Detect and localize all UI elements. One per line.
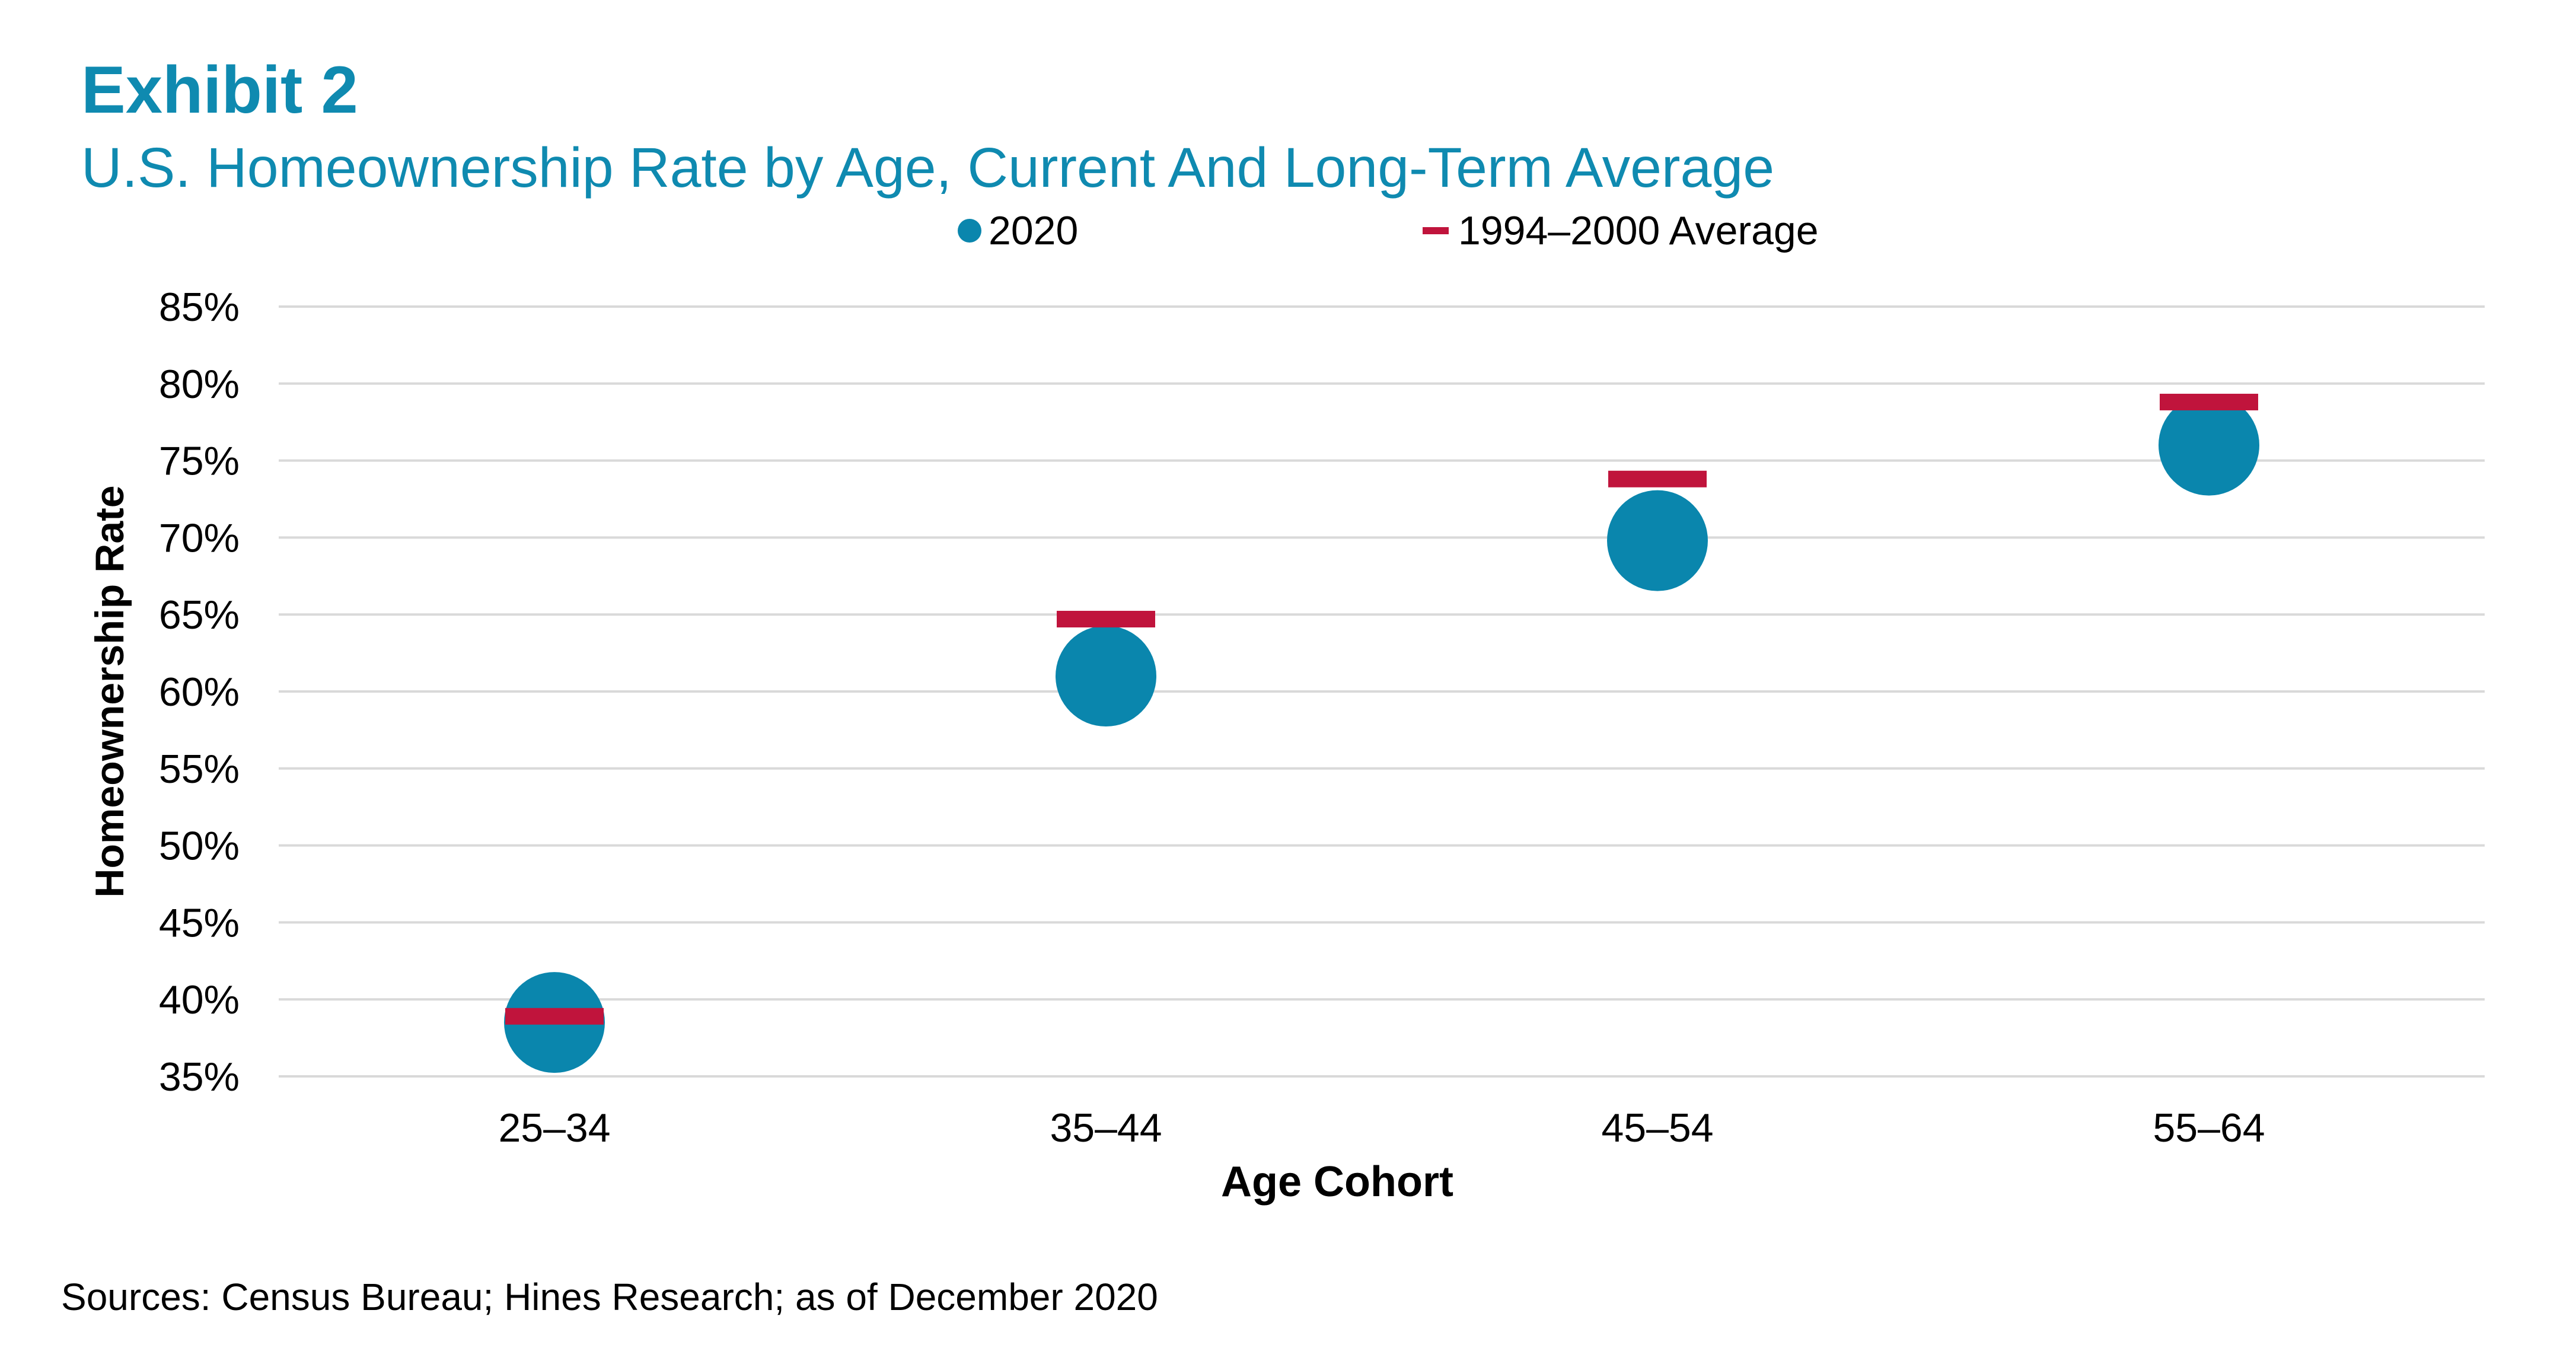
gridlines	[279, 305, 2485, 1078]
point-2020	[2159, 394, 2259, 496]
legend-marker-average	[1423, 227, 1449, 234]
x-axis-title: Age Cohort	[1221, 1158, 1453, 1206]
x-tick-label: 35–44	[1050, 1105, 1162, 1150]
legend-label-average: 1994–2000 Average	[1458, 208, 1819, 253]
y-tick-label: 80%	[159, 362, 240, 407]
point-average	[1057, 610, 1155, 627]
series-average	[505, 393, 2258, 1025]
y-tick-label: 35%	[159, 1054, 240, 1099]
y-axis-title: Homeownership Rate	[87, 485, 132, 897]
point-2020	[1607, 490, 1708, 591]
legend-marker-2020	[958, 219, 981, 243]
x-tick-label: 45–54	[1601, 1105, 1713, 1150]
legend-label-2020: 2020	[989, 208, 1078, 253]
point-average	[505, 1008, 604, 1025]
point-2020	[1056, 626, 1156, 727]
series-2020	[504, 394, 2259, 1073]
exhibit-label: Exhibit 2	[81, 53, 358, 127]
x-tick-label: 55–64	[2153, 1105, 2265, 1150]
y-tick-label: 50%	[159, 824, 240, 869]
y-tick-label: 45%	[159, 900, 240, 945]
point-average	[2160, 393, 2258, 410]
x-tick-label: 25–34	[498, 1105, 610, 1150]
y-tick-label: 40%	[159, 977, 240, 1022]
y-tick-label: 65%	[159, 592, 240, 638]
point-average	[1608, 470, 1707, 487]
x-tick-labels: 25–34 35–44 45–54 55–64	[498, 1105, 2265, 1150]
source-note: Sources: Census Bureau; Hines Research; …	[61, 1276, 1158, 1318]
y-tick-labels: 35% 40% 45% 50% 55% 60% 65% 70% 75% 80% 85%	[159, 285, 240, 1099]
y-tick-label: 70%	[159, 515, 240, 560]
chart-title: U.S. Homeownership Rate by Age, Current …	[81, 136, 1775, 199]
y-tick-label: 85%	[159, 285, 240, 330]
legend: 2020 1994–2000 Average	[958, 208, 1819, 253]
y-tick-label: 75%	[159, 439, 240, 484]
y-tick-label: 55%	[159, 747, 240, 792]
y-tick-label: 60%	[159, 670, 240, 715]
